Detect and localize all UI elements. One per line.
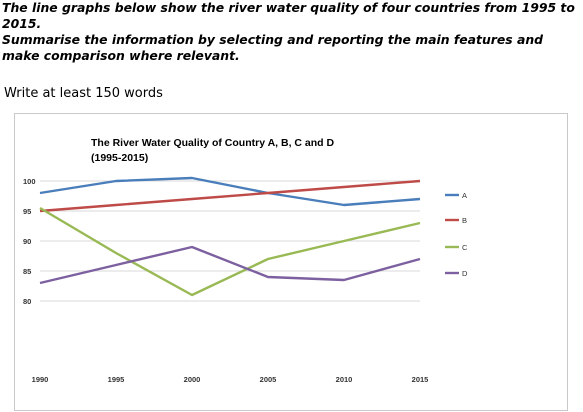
series-line-b — [39, 179, 421, 213]
series-line-c — [39, 206, 421, 297]
x-tick-label: 2005 — [260, 375, 277, 384]
y-tick-label: 90 — [23, 237, 31, 246]
x-tick-label: 1995 — [108, 375, 125, 384]
x-tick-label: 2010 — [336, 375, 353, 384]
legend-label-b: B — [462, 216, 467, 225]
legend-label-a: A — [462, 191, 467, 200]
word-count-instruction: Write at least 150 words — [4, 86, 163, 101]
prompt-line-2: 2015. — [2, 16, 42, 31]
line-chart: The River Water Quality of Country A, B,… — [23, 137, 468, 384]
series-line-a — [39, 176, 421, 207]
series-line-d — [39, 245, 421, 285]
prompt-line-1: The line graphs below show the river wat… — [2, 0, 575, 15]
x-tick-label: 1990 — [32, 375, 49, 384]
chart-subtitle: (1995-2015) — [91, 152, 148, 164]
prompt-line-4: make comparison where relevant. — [2, 48, 240, 63]
legend-label-c: C — [462, 243, 468, 252]
x-tick-label: 2015 — [412, 375, 429, 384]
y-tick-label: 100 — [23, 177, 36, 186]
x-tick-label: 2000 — [184, 375, 201, 384]
y-tick-label: 95 — [23, 207, 31, 216]
chart-title: The River Water Quality of Country A, B,… — [91, 137, 334, 149]
chart-frame: The River Water Quality of Country A, B,… — [14, 113, 568, 411]
prompt-line-3: Summarise the information by selecting a… — [2, 32, 544, 47]
legend-label-d: D — [462, 269, 468, 278]
task-prompt: The line graphs below show the river wat… — [2, 0, 580, 64]
y-tick-label: 80 — [23, 297, 31, 306]
y-tick-label: 85 — [23, 267, 31, 276]
